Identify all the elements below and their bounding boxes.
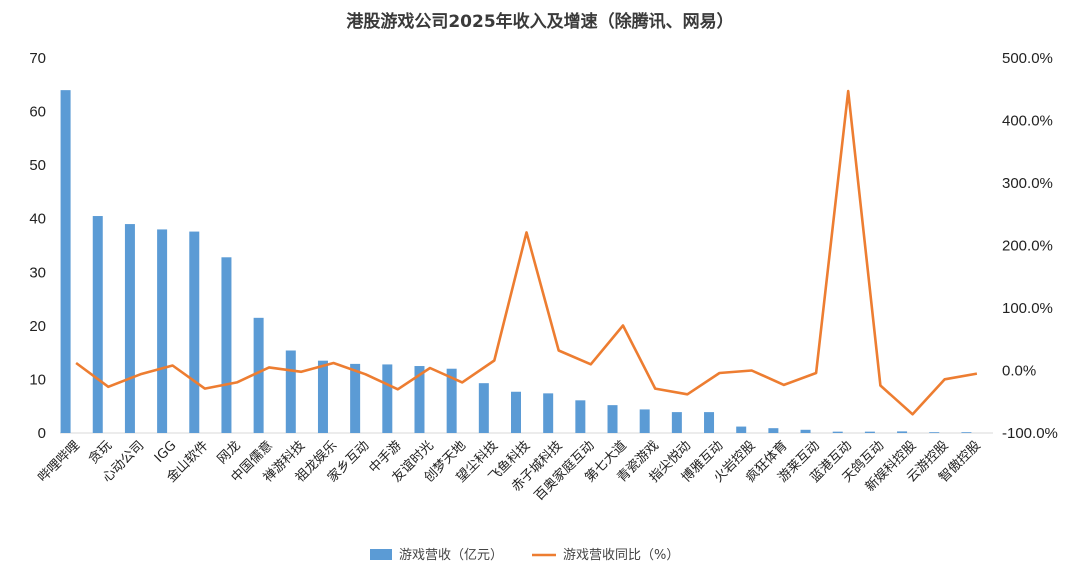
bar-mark xyxy=(285,350,296,433)
bar-mark xyxy=(446,368,457,433)
y-left-tick-label: 30 xyxy=(29,264,46,281)
bar-mark xyxy=(543,393,554,433)
bar-mark xyxy=(832,431,843,433)
bar-mark xyxy=(511,391,521,433)
y-left-tick-label: 10 xyxy=(29,371,46,388)
line-series-layer xyxy=(75,89,978,416)
axis-layer: 0 10 20 30 40 50 60 70 -100.0% 0.0% 100.0% 200.0% 30… xyxy=(29,50,1058,442)
bar-mark xyxy=(961,432,972,433)
y-left-tick-label: 60 xyxy=(29,104,46,121)
y-right-tick-label: 300.0% xyxy=(1002,175,1053,192)
bar-series-layer xyxy=(60,90,972,434)
y-right-tick-label: 500.0% xyxy=(1002,50,1053,67)
bar-mark xyxy=(704,412,715,433)
bar-mark xyxy=(897,431,908,433)
legend-label-line: 游戏营收同比（%） xyxy=(563,548,679,563)
y-left-tick-label: 70 xyxy=(29,50,46,67)
bar-mark xyxy=(414,366,425,433)
line-series-path xyxy=(75,89,978,416)
x-category-label: 哔哩哔哩 xyxy=(36,438,83,485)
bar-mark xyxy=(800,429,811,433)
y-right-tick-label: 0.0% xyxy=(1002,363,1036,380)
y-right-tick-label: -100.0% xyxy=(1002,425,1058,442)
bar-mark xyxy=(189,231,200,433)
bar-mark xyxy=(736,426,747,433)
bar-mark xyxy=(157,229,168,433)
legend: 游戏营收（亿元） 游戏营收同比（%） xyxy=(370,548,679,563)
bar-mark xyxy=(639,409,650,433)
bar-mark xyxy=(575,400,586,433)
y-left-tick-label: 50 xyxy=(29,157,46,174)
bar-mark xyxy=(253,317,264,433)
legend-label-bar: 游戏营收（亿元） xyxy=(399,548,503,563)
y-right-tick-label: 400.0% xyxy=(1002,113,1053,130)
bar-mark xyxy=(382,364,393,433)
bar-mark xyxy=(124,224,135,433)
bar-mark xyxy=(60,90,71,434)
bar-mark xyxy=(768,428,779,433)
y-right-tick-label: 200.0% xyxy=(1002,238,1053,255)
x-category-label: IGG xyxy=(152,438,180,466)
bar-mark xyxy=(864,431,875,433)
bar-mark xyxy=(317,360,328,433)
y-left-tick-label: 20 xyxy=(29,318,46,335)
bar-mark xyxy=(929,432,940,433)
y-left-tick-label: 40 xyxy=(29,211,46,228)
bar-mark xyxy=(350,363,361,433)
bar-mark xyxy=(671,412,682,433)
legend-swatch-bar xyxy=(370,549,392,560)
bar-mark xyxy=(607,405,618,433)
bar-mark xyxy=(92,216,103,433)
y-right-tick-label: 100.0% xyxy=(1002,300,1053,317)
y-left-tick-label: 0 xyxy=(38,425,46,442)
chart-title: 港股游戏公司2025年收入及增速（除腾讯、网易） xyxy=(346,11,733,32)
bar-mark xyxy=(478,383,489,433)
bar-mark xyxy=(221,257,232,433)
